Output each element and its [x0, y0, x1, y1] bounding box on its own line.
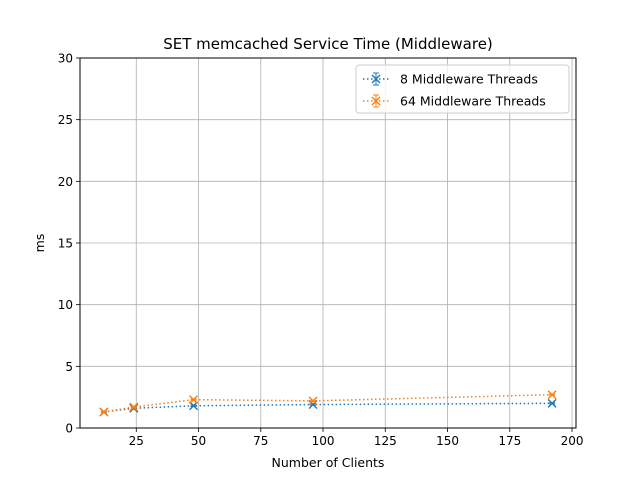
- y-tick-label: 15: [58, 237, 73, 251]
- legend-entry: 8 Middleware Threads: [363, 72, 538, 87]
- series-layer: [99, 390, 557, 417]
- x-tick-label: 50: [191, 434, 206, 448]
- x-tick-label: 125: [374, 434, 397, 448]
- legend-marker: [371, 96, 381, 106]
- y-axis-label: ms: [32, 234, 47, 253]
- y-tick-label: 10: [58, 298, 73, 312]
- legend-marker: [371, 74, 381, 84]
- x-tick-label: 150: [436, 434, 459, 448]
- x-tick-label: 25: [129, 434, 144, 448]
- data-point: [547, 398, 557, 408]
- x-axis-label: Number of Clients: [272, 455, 385, 470]
- legend-label: 8 Middleware Threads: [400, 72, 538, 87]
- y-tick-label: 5: [65, 360, 73, 374]
- legend-box: [355, 64, 570, 114]
- y-tick-label: 30: [58, 52, 73, 66]
- legend-entry: 64 Middleware Threads: [363, 94, 546, 109]
- legend: 8 Middleware Threads 64 Middleware Thread…: [355, 64, 570, 114]
- y-tick-label: 20: [58, 175, 73, 189]
- ticks: 25 50 75 100 125 150 175 200 0 5 10 15 20 25 30: [58, 52, 584, 449]
- data-point: [547, 390, 557, 400]
- y-tick-label: 25: [58, 113, 73, 127]
- series-line-1: [103, 393, 553, 413]
- x-tick-label: 100: [312, 434, 335, 448]
- y-tick-label: 0: [65, 422, 73, 436]
- data-point: [99, 407, 109, 417]
- data-point: [189, 395, 199, 405]
- data-point: [129, 402, 139, 412]
- chart-title: SET memcached Service Time (Middleware): [163, 35, 493, 53]
- legend-label: 64 Middleware Threads: [400, 94, 546, 109]
- x-tick-label: 200: [561, 434, 584, 448]
- x-tick-label: 75: [253, 434, 268, 448]
- grid: [80, 57, 576, 429]
- data-point: [129, 403, 139, 413]
- series-line-0: [103, 402, 553, 413]
- x-tick-label: 175: [498, 434, 521, 448]
- data-point: [308, 396, 318, 406]
